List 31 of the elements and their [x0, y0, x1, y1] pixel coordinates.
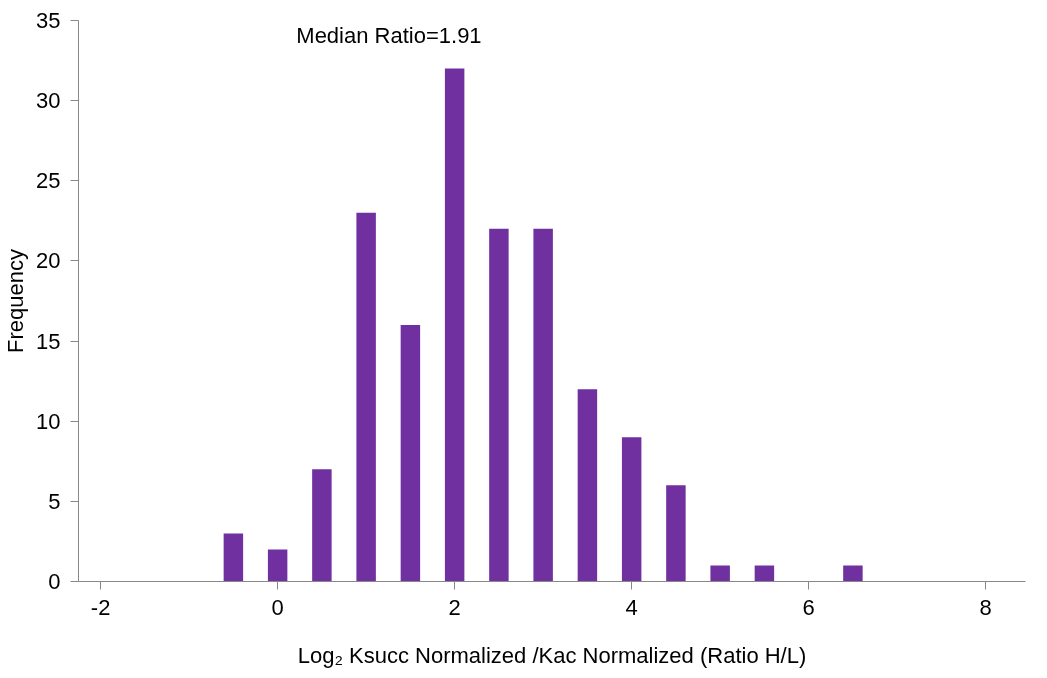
bar: [312, 469, 332, 582]
annotation: Median Ratio=1.91: [296, 23, 482, 49]
x-tick-label: 0: [271, 594, 284, 620]
bar: [666, 485, 686, 582]
bar: [710, 565, 730, 582]
x-tick-label: 6: [802, 594, 815, 620]
bar: [223, 533, 244, 582]
bar: [489, 228, 509, 582]
y-axis-title: Frequency: [3, 249, 29, 353]
y-tick-label: 5: [48, 488, 61, 514]
x-tick-label: 8: [979, 594, 992, 620]
x-axis-title: Log₂ Ksucc Normalized /Kac Normalized (Ratio H/L): [297, 642, 807, 668]
bar: [533, 228, 553, 582]
bar: [356, 212, 376, 582]
bar: [843, 565, 863, 582]
y-tick-label: 15: [36, 328, 61, 354]
y-tick-label: 35: [36, 8, 61, 33]
bar: [577, 389, 598, 582]
y-tick-label: 20: [36, 248, 61, 274]
y-tick-label: 25: [36, 168, 61, 194]
bar: [267, 549, 288, 582]
bar: [621, 437, 642, 582]
x-tick-label: 2: [448, 594, 461, 620]
y-tick-label: 10: [36, 408, 61, 434]
y-tick-label: 30: [36, 88, 61, 114]
bar: [400, 325, 421, 582]
x-tick-label: 4: [625, 594, 638, 620]
y-tick-label: 0: [48, 569, 61, 594]
bar: [754, 565, 775, 582]
bar: [444, 68, 465, 582]
x-tick-label: -2: [90, 594, 111, 620]
